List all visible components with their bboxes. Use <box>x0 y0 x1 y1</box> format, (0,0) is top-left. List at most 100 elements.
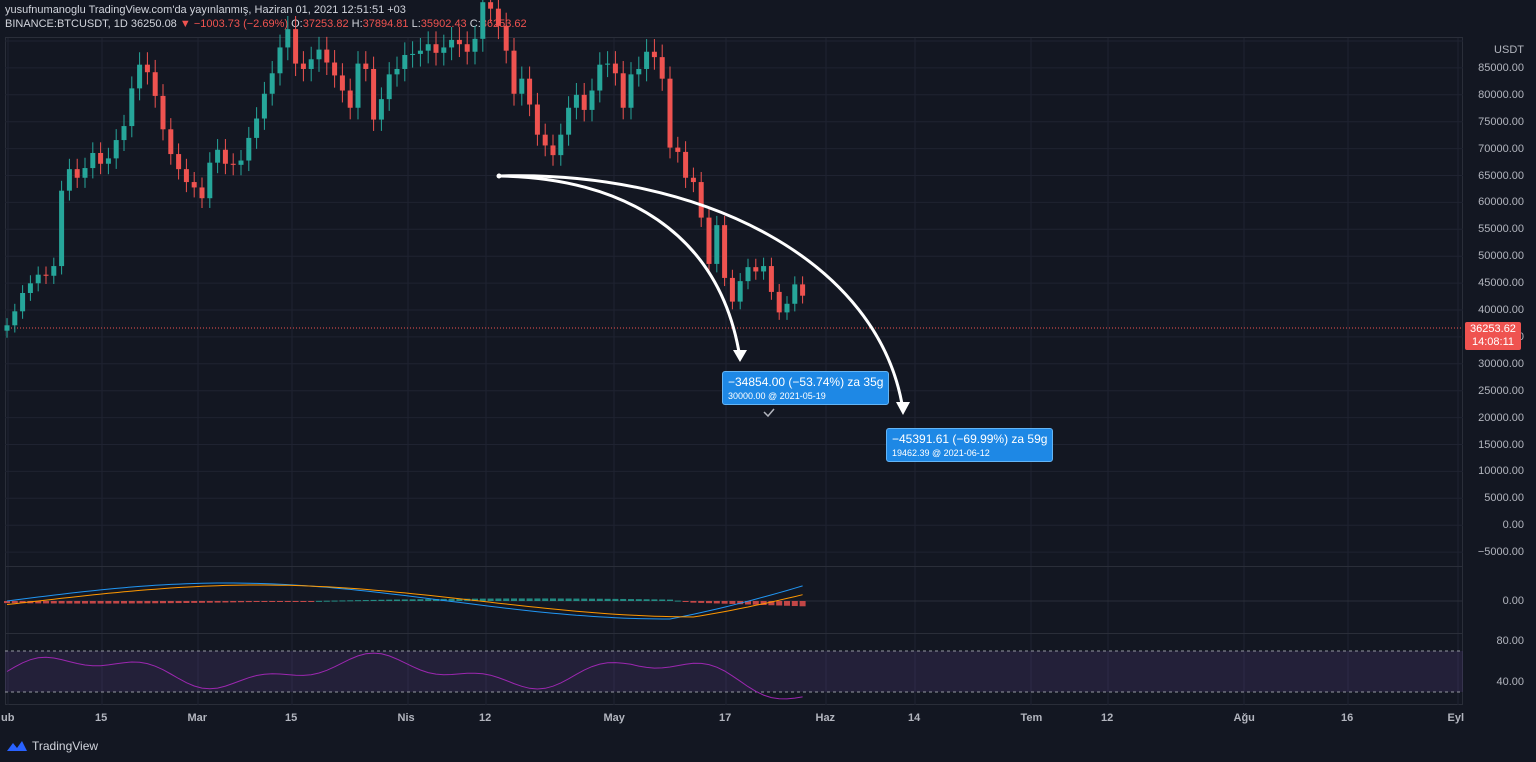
candle-body <box>441 47 447 53</box>
macd-histogram-bar <box>152 601 159 604</box>
candle-body <box>527 78 533 105</box>
macd-signal-line <box>6 584 803 618</box>
macd-line <box>6 582 803 620</box>
macd-histogram-bar <box>82 601 88 604</box>
candle-body <box>558 134 564 156</box>
candle-body <box>425 44 431 51</box>
candle-body <box>612 63 618 74</box>
close-value: 36253.62 <box>480 18 527 30</box>
macd-histogram-bar <box>323 600 330 602</box>
price-axis-tick: 40000.00 <box>1478 304 1524 316</box>
macd-histogram-bar <box>175 601 182 604</box>
candle-body <box>160 95 166 130</box>
price-axis-tick: 30000.00 <box>1478 357 1524 370</box>
candle-body <box>176 154 182 170</box>
macd-histogram-bar <box>479 598 486 601</box>
candle-body <box>98 152 104 164</box>
candle-body <box>683 151 689 178</box>
macd-histogram-bar <box>550 598 556 601</box>
rsi-axis-tick-80: 80.00 <box>1496 635 1524 647</box>
candle-body <box>74 169 80 178</box>
candle-body <box>105 158 111 164</box>
ohlc-legend: BINANCE:BTCUSDT, 1D 36250.08 ▼ −1003.73 … <box>5 18 527 31</box>
macd-histogram-bar <box>66 601 73 604</box>
high-label: H: <box>351 18 363 30</box>
macd-histogram-bar <box>456 598 463 601</box>
candle-body <box>729 277 735 302</box>
macd-histogram-bar <box>238 601 244 603</box>
candle-body <box>714 225 720 264</box>
macd-histogram-bar <box>308 601 315 602</box>
candle-body <box>488 2 494 9</box>
candle-body <box>183 169 189 183</box>
macd-histogram-bar <box>121 601 127 604</box>
pane-divider-2[interactable] <box>5 633 1463 634</box>
candle-body <box>534 104 540 135</box>
macd-histogram-bar <box>11 601 18 604</box>
candle-body <box>129 88 135 127</box>
candle-body <box>573 94 579 108</box>
macd-histogram-bar <box>113 601 120 604</box>
time-axis-tick: Tem <box>1020 712 1043 724</box>
macd-histogram-bar <box>768 601 775 606</box>
price-axis-tick: 50000.00 <box>1478 250 1524 263</box>
tradingview-logo[interactable]: TradingView <box>6 739 98 753</box>
macd-histogram-bar <box>253 601 260 602</box>
candle-body <box>690 177 696 183</box>
candle-body <box>43 274 49 276</box>
macd-histogram-bar <box>752 601 759 605</box>
publish-info: yusufnumanoglu TradingView.com'da yayınl… <box>5 4 406 16</box>
macd-histogram-bar <box>394 599 400 601</box>
current-price-label: 36253.62 <box>1470 323 1516 335</box>
time-axis-tick: 12 <box>479 712 492 724</box>
candle-body <box>20 292 26 312</box>
macd-histogram-bar <box>682 601 689 602</box>
candle-body <box>363 63 369 69</box>
grid-lines <box>5 38 1463 705</box>
candle-body <box>59 190 65 267</box>
macd-histogram-bar <box>401 599 408 601</box>
macd-histogram-bar <box>690 601 697 603</box>
macd-histogram-bar <box>19 601 26 604</box>
macd-histogram-bar <box>89 601 96 604</box>
price-axis-tick: 25000.00 <box>1478 384 1524 397</box>
macd-histogram-bar <box>643 599 650 601</box>
price-axis-tick: 60000.00 <box>1478 196 1524 209</box>
pane-divider-1[interactable] <box>5 566 1463 567</box>
candle-body <box>792 284 798 304</box>
candle-body <box>410 53 416 55</box>
price-axis-tick: 55000.00 <box>1478 223 1524 236</box>
macd-histogram-bar <box>698 601 705 603</box>
macd-histogram-bar <box>222 601 229 603</box>
measure-callout-1[interactable]: −34854.00 (−53.74%) za 35g 30000.00 @ 20… <box>722 371 890 405</box>
macd-histogram-bar <box>706 601 712 604</box>
high-value: 37894.81 <box>362 18 409 30</box>
chart-pane[interactable] <box>5 37 1463 705</box>
macd-histogram-bar <box>713 601 720 604</box>
down-arrow-icon: ▼ <box>179 18 191 30</box>
rsi-axis-tick-40: 40.00 <box>1496 676 1524 688</box>
candle-body <box>113 140 119 159</box>
macd-histogram-bar <box>729 601 736 604</box>
candle-body <box>628 74 634 108</box>
macd-histogram-bar <box>565 598 572 601</box>
price-axis-tick: 70000.00 <box>1478 142 1524 155</box>
candle-body <box>480 2 486 39</box>
candle-body <box>644 51 650 69</box>
candle-body <box>566 107 572 135</box>
macd-histogram-bar <box>628 599 634 601</box>
candle-body <box>464 44 470 52</box>
macd-histogram-bar <box>362 600 369 602</box>
candle-body <box>207 162 213 199</box>
candle-body <box>753 267 759 272</box>
candle-body <box>35 274 41 284</box>
symbol-label[interactable]: BINANCE:BTCUSDT, 1D <box>5 18 128 30</box>
macd-histogram-bar <box>745 601 751 605</box>
measure-callout-2[interactable]: −45391.61 (−69.99%) za 59g 19462.39 @ 20… <box>886 428 1054 462</box>
candle-body <box>472 38 478 52</box>
candle-body <box>293 29 299 64</box>
macd-histogram-bar <box>542 598 549 601</box>
candle-body <box>784 303 790 313</box>
candle-body <box>144 64 150 73</box>
